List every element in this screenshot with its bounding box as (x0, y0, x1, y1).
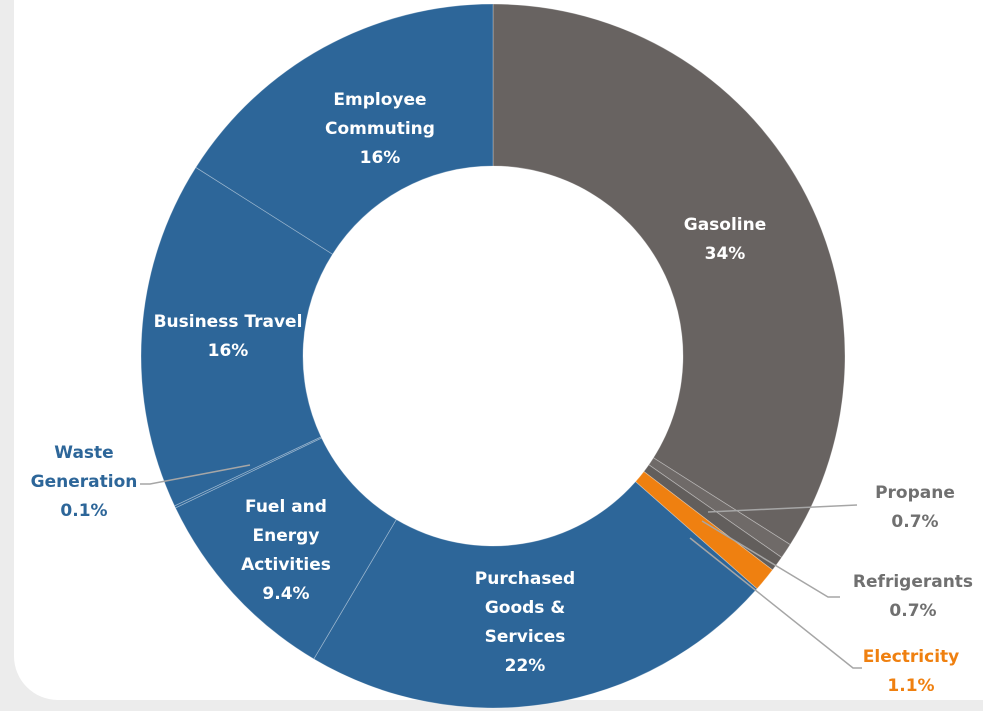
slice (313, 481, 758, 709)
slice (648, 457, 791, 559)
data-label: Propane 0.7% (845, 479, 983, 537)
slice (195, 3, 494, 255)
slice-name: Electricity (862, 647, 960, 667)
slice-name: Employee Commuting (325, 90, 435, 139)
slice-value: 0.1% (60, 501, 108, 521)
slice-name: Business Travel (153, 312, 303, 332)
data-label: Purchased Goods & Services 22% (460, 565, 590, 681)
data-label: Employee Commuting 16% (310, 86, 450, 173)
slice-name: Purchased Goods & Services (474, 569, 576, 647)
slice-name: Refrigerants (852, 572, 974, 592)
slice-value: 16% (207, 341, 249, 361)
slice-name: Waste Generation (30, 443, 138, 492)
slice-value: 16% (359, 148, 401, 168)
slice-value: 22% (504, 656, 546, 676)
slice (140, 166, 334, 507)
slice-value: 1.1% (887, 676, 935, 696)
slice-name: Gasoline (683, 215, 767, 235)
slice-value: 0.7% (891, 512, 939, 532)
slice (174, 437, 397, 660)
leader-line (707, 504, 858, 513)
data-label: Gasoline 34% (655, 211, 795, 269)
slice-value: 9.4% (262, 584, 310, 604)
slice-name: Fuel and Energy Activities (241, 497, 331, 575)
leader-line (689, 537, 862, 669)
data-label: Refrigerants 0.7% (843, 568, 983, 626)
leader-line (140, 464, 251, 485)
data-label: Fuel and Energy Activities 9.4% (229, 493, 344, 609)
data-label: Electricity 1.1% (841, 643, 981, 701)
slice (492, 3, 846, 546)
slice (634, 470, 774, 590)
slice-name: Propane (875, 483, 955, 503)
data-label: Waste Generation 0.1% (24, 439, 144, 526)
leader-line (701, 520, 840, 598)
slice-value: 34% (704, 244, 746, 264)
slice-value: 0.7% (889, 601, 937, 621)
data-label: Business Travel 16% (133, 308, 323, 366)
